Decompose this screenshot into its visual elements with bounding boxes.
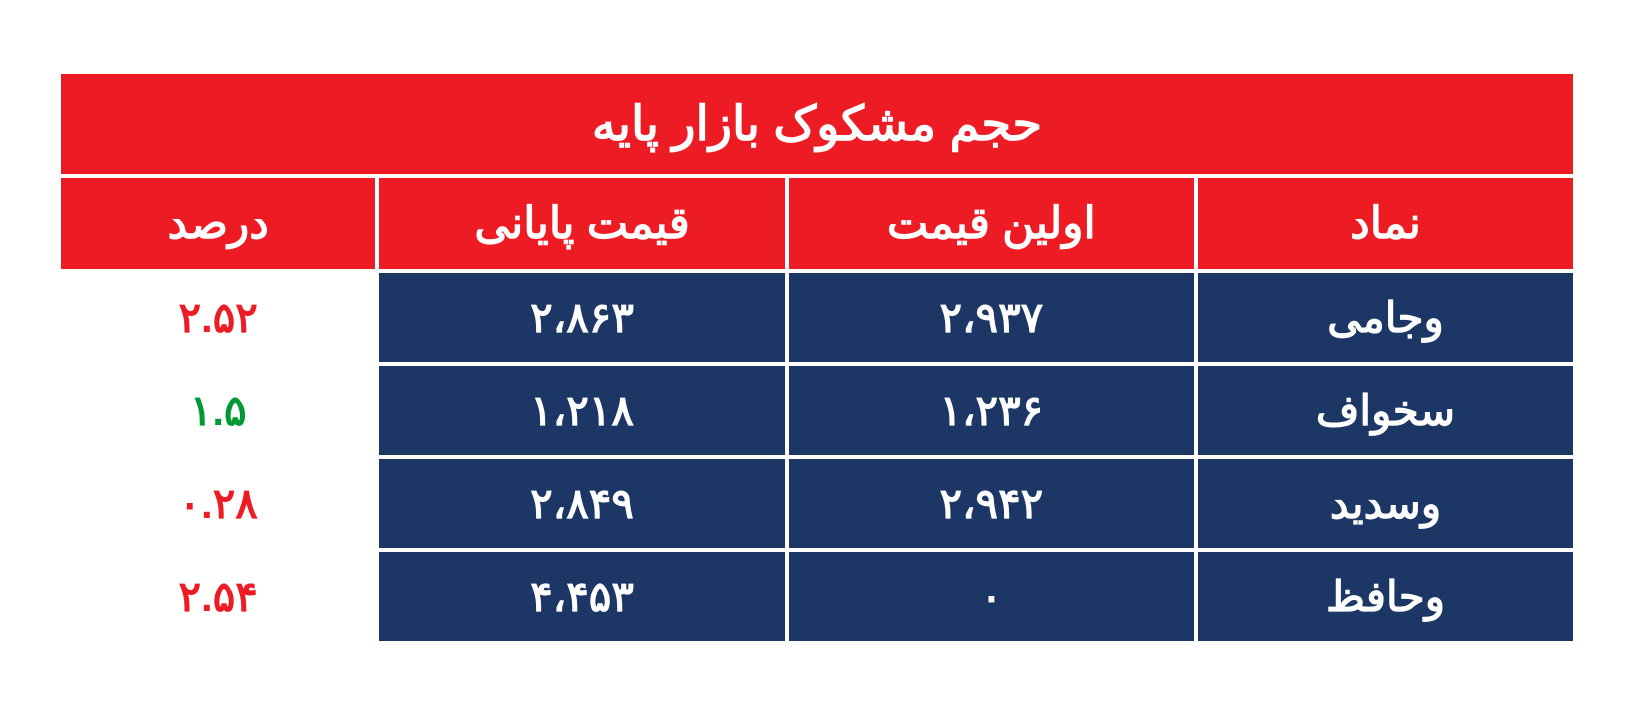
table-title: حجم مشکوک بازار پایه bbox=[59, 72, 1575, 176]
market-table: حجم مشکوک بازار پایه نماد اولین قیمت قیم… bbox=[57, 70, 1577, 645]
last-price-cell: ۱،۲۱۸ bbox=[377, 364, 786, 457]
percent-cell: ۱.۵ bbox=[59, 364, 377, 457]
percent-cell: ۰.۲۸ bbox=[59, 457, 377, 550]
table-title-row: حجم مشکوک بازار پایه bbox=[59, 72, 1575, 176]
first-price-cell: ۲،۹۴۲ bbox=[787, 457, 1196, 550]
header-percent: درصد bbox=[59, 176, 377, 271]
first-price-cell: ۱،۲۳۶ bbox=[787, 364, 1196, 457]
percent-cell: ۲.۵۴ bbox=[59, 550, 377, 643]
table-header-row: نماد اولین قیمت قیمت پایانی درصد bbox=[59, 176, 1575, 271]
first-price-cell: ۰ bbox=[787, 550, 1196, 643]
percent-cell: ۲.۵۲ bbox=[59, 271, 377, 364]
table-row: وجامی ۲،۹۳۷ ۲،۸۶۳ ۲.۵۲ bbox=[59, 271, 1575, 364]
last-price-cell: ۲،۸۴۹ bbox=[377, 457, 786, 550]
symbol-cell: وجامی bbox=[1196, 271, 1575, 364]
header-symbol: نماد bbox=[1196, 176, 1575, 271]
symbol-cell: سخواف bbox=[1196, 364, 1575, 457]
table-row: وسدید ۲،۹۴۲ ۲،۸۴۹ ۰.۲۸ bbox=[59, 457, 1575, 550]
last-price-cell: ۲،۸۶۳ bbox=[377, 271, 786, 364]
table-row: وحافظ ۰ ۴،۴۵۳ ۲.۵۴ bbox=[59, 550, 1575, 643]
table-row: سخواف ۱،۲۳۶ ۱،۲۱۸ ۱.۵ bbox=[59, 364, 1575, 457]
symbol-cell: وحافظ bbox=[1196, 550, 1575, 643]
header-first-price: اولین قیمت bbox=[787, 176, 1196, 271]
first-price-cell: ۲،۹۳۷ bbox=[787, 271, 1196, 364]
last-price-cell: ۴،۴۵۳ bbox=[377, 550, 786, 643]
header-last-price: قیمت پایانی bbox=[377, 176, 786, 271]
symbol-cell: وسدید bbox=[1196, 457, 1575, 550]
